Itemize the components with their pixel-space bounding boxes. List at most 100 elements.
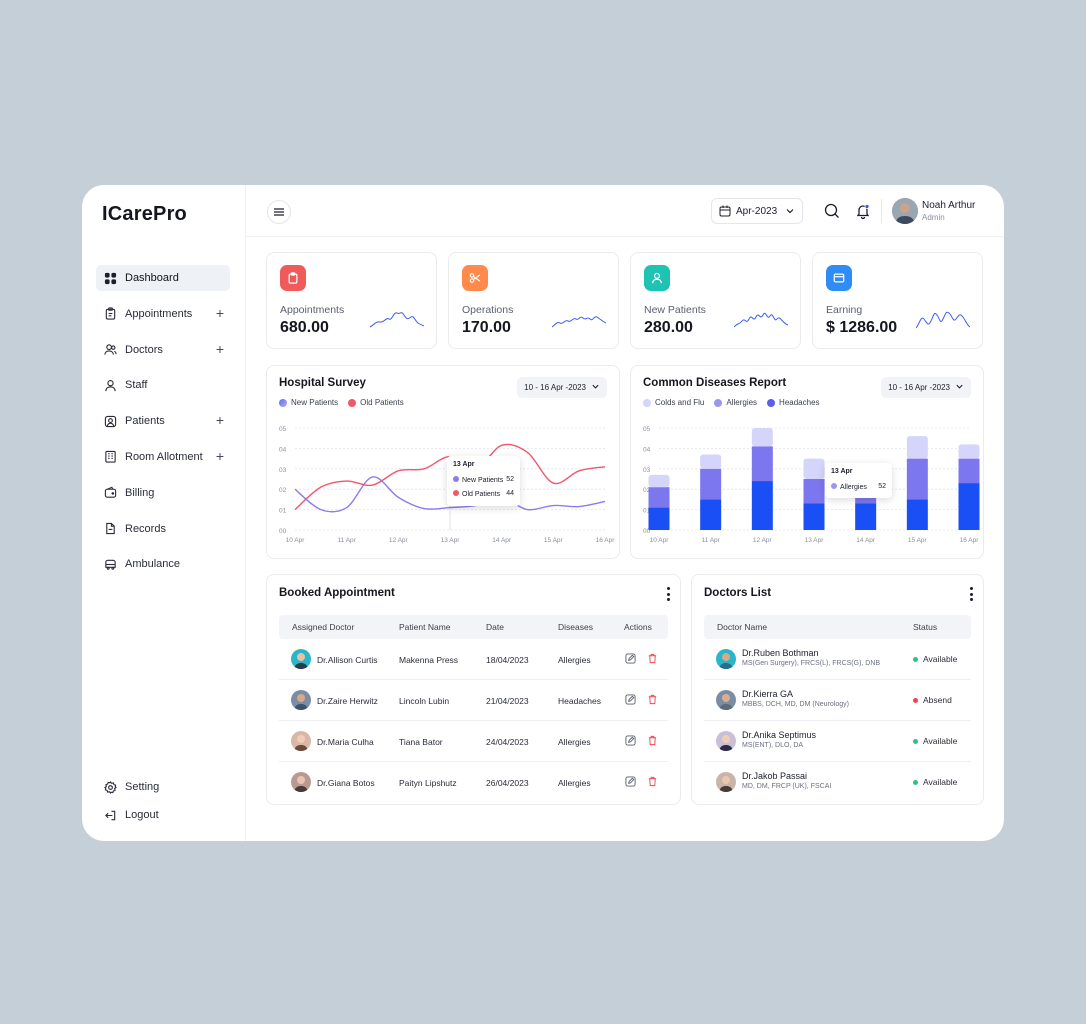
table-row[interactable]: Dr.Giana Botos Paityn Lipshutz 26/04/202… xyxy=(279,762,668,803)
table-row[interactable]: Dr.Ruben Bothman MS(Gen Surgery), FRCS(L… xyxy=(704,639,971,680)
stat-card-earning[interactable]: Earning $ 1286.00 xyxy=(812,252,983,349)
table-row[interactable]: Dr.Zaire Herwitz Lincoln Lubin 21/04/202… xyxy=(279,680,668,721)
doctor-name: Dr.Zaire Herwitz xyxy=(317,696,378,706)
doctor-credentials: MBBS, DCH, MD, DM (Neurology) xyxy=(742,701,849,708)
stat-card-appointments[interactable]: Appointments 680.00 xyxy=(266,252,437,349)
stat-card-operations[interactable]: Operations 170.00 xyxy=(448,252,619,349)
edit-icon[interactable] xyxy=(624,693,636,705)
more-options-icon[interactable] xyxy=(666,587,670,601)
avatar xyxy=(716,649,736,669)
expand-plus-icon[interactable]: + xyxy=(215,304,224,321)
legend-label: Headaches xyxy=(779,398,820,407)
table-row[interactable]: Dr.Kierra GA MBBS, DCH, MD, DM (Neurolog… xyxy=(704,680,971,721)
date-select-value: Apr-2023 xyxy=(736,205,778,217)
series-line xyxy=(294,476,606,513)
sidebar-item-appointments[interactable]: Appointments + xyxy=(96,301,230,327)
chart-legend: New Patients Old Patients xyxy=(279,398,404,407)
date-range-select[interactable]: 10 - 16 Apr -2023 xyxy=(517,377,607,398)
stat-label: New Patients xyxy=(644,304,706,316)
bar-segment xyxy=(906,458,928,500)
delete-icon[interactable] xyxy=(646,775,658,787)
y-tick-label: 02 xyxy=(279,487,287,494)
delete-icon[interactable] xyxy=(646,693,658,705)
date-range-select[interactable]: 10 - 16 Apr -2023 xyxy=(881,377,971,398)
sidebar-item-doctors[interactable]: Doctors + xyxy=(96,337,230,363)
column-header[interactable]: Actions xyxy=(624,622,652,632)
column-header[interactable]: Patient Name xyxy=(399,622,451,632)
delete-icon[interactable] xyxy=(646,652,658,664)
edit-icon[interactable] xyxy=(624,775,636,787)
table-row[interactable]: Dr.Anika Septimus MS(ENT), DLO, DA Avail… xyxy=(704,721,971,762)
date-range-value: 10 - 16 Apr -2023 xyxy=(888,383,950,392)
sidebar-item-setting[interactable]: Setting xyxy=(96,774,230,800)
doctor-name: Dr.Allison Curtis xyxy=(317,655,378,665)
sidebar-item-ambulance[interactable]: Ambulance xyxy=(96,551,230,577)
column-header[interactable]: Status xyxy=(913,622,938,632)
column-header[interactable]: Assigned Doctor xyxy=(292,622,355,632)
menu-toggle-button[interactable] xyxy=(267,200,291,224)
x-tick-label: 14 Apr xyxy=(492,537,512,544)
disease: Allergies xyxy=(558,778,591,788)
x-tick-label: 10 Apr xyxy=(650,537,670,544)
more-options-icon[interactable] xyxy=(969,587,973,601)
calendar-icon xyxy=(719,205,731,217)
sidebar-item-dashboard[interactable]: Dashboard xyxy=(96,265,230,291)
sidebar-item-room-allotment[interactable]: Room Allotment + xyxy=(96,444,230,470)
sidebar-item-patients[interactable]: Patients + xyxy=(96,408,230,434)
delete-icon[interactable] xyxy=(646,734,658,746)
file-icon xyxy=(104,522,117,535)
chart-tooltip: 13 Apr Allergies 52 xyxy=(825,463,892,498)
bell-icon[interactable] xyxy=(854,202,872,220)
stat-card-new-patients[interactable]: New Patients 280.00 xyxy=(630,252,801,349)
hamburger-icon xyxy=(274,203,284,221)
expand-plus-icon[interactable]: + xyxy=(215,447,224,464)
avatar xyxy=(716,690,736,710)
legend-swatch xyxy=(714,398,723,407)
search-icon[interactable] xyxy=(823,202,841,220)
bar-segment xyxy=(700,454,722,469)
doctor-info: Dr.Kierra GA MBBS, DCH, MD, DM (Neurolog… xyxy=(742,689,849,708)
table-row[interactable]: Dr.Maria Culha Tiana Bator 24/04/2023 Al… xyxy=(279,721,668,762)
sidebar-item-label: Appointments xyxy=(125,307,193,320)
sidebar-item-logout[interactable]: Logout xyxy=(96,802,230,828)
y-tick-label: 03 xyxy=(279,467,287,474)
user-icon xyxy=(104,379,117,392)
grid-icon xyxy=(104,272,117,285)
column-header[interactable]: Doctor Name xyxy=(717,622,768,632)
column-header[interactable]: Date xyxy=(486,622,504,632)
clipboard-icon xyxy=(280,265,306,291)
sidebar-item-staff[interactable]: Staff xyxy=(96,372,230,398)
column-header[interactable]: Diseases xyxy=(558,622,593,632)
status-badge: Available xyxy=(913,777,957,787)
sidebar-nav: Dashboard Appointments + Doctors + Staff… xyxy=(96,265,230,587)
expand-plus-icon[interactable]: + xyxy=(215,412,224,429)
appointment-date: 18/04/2023 xyxy=(486,655,529,665)
sidebar-item-billing[interactable]: Billing xyxy=(96,480,230,506)
user-name[interactable]: Noah Arthur xyxy=(922,200,976,211)
edit-icon[interactable] xyxy=(624,652,636,664)
appointment-date: 21/04/2023 xyxy=(486,696,529,706)
x-tick-label: 13 Apr xyxy=(441,537,461,544)
table-row[interactable]: Dr.Allison Curtis Makenna Press 18/04/20… xyxy=(279,639,668,680)
month-date-select[interactable]: Apr-2023 xyxy=(711,198,803,224)
doctor-name: Dr.Ruben Bothman xyxy=(742,648,819,658)
tooltip-label: Old Patients xyxy=(462,491,501,498)
legend-swatch xyxy=(643,398,651,407)
edit-icon[interactable] xyxy=(624,734,636,746)
bar-chart: 00 01 02 03 04 05 10 Apr 11 Apr 12 Apr 13 Apr 14 A… xyxy=(643,426,980,544)
table-row[interactable]: Dr.Jakob Passai MD, DM, FRCP (UK), FSCAI… xyxy=(704,762,971,803)
x-tick-label: 14 Apr xyxy=(856,537,876,544)
sidebar-item-label: Patients xyxy=(125,415,165,428)
bar-segment xyxy=(751,481,773,530)
sidebar-item-label: Room Allotment xyxy=(125,450,203,463)
legend-item: Allergies xyxy=(714,398,757,407)
status-text: Absend xyxy=(923,695,952,705)
avatar xyxy=(291,731,311,751)
doctor-credentials: MS(ENT), DLO, DA xyxy=(742,742,804,749)
avatar[interactable] xyxy=(892,198,918,224)
expand-plus-icon[interactable]: + xyxy=(215,340,224,357)
sidebar-item-records[interactable]: Records xyxy=(96,516,230,542)
doctor-credentials: MD, DM, FRCP (UK), FSCAI xyxy=(742,783,832,790)
bar-segment xyxy=(751,446,773,482)
panel-title: Hospital Survey xyxy=(279,377,366,389)
